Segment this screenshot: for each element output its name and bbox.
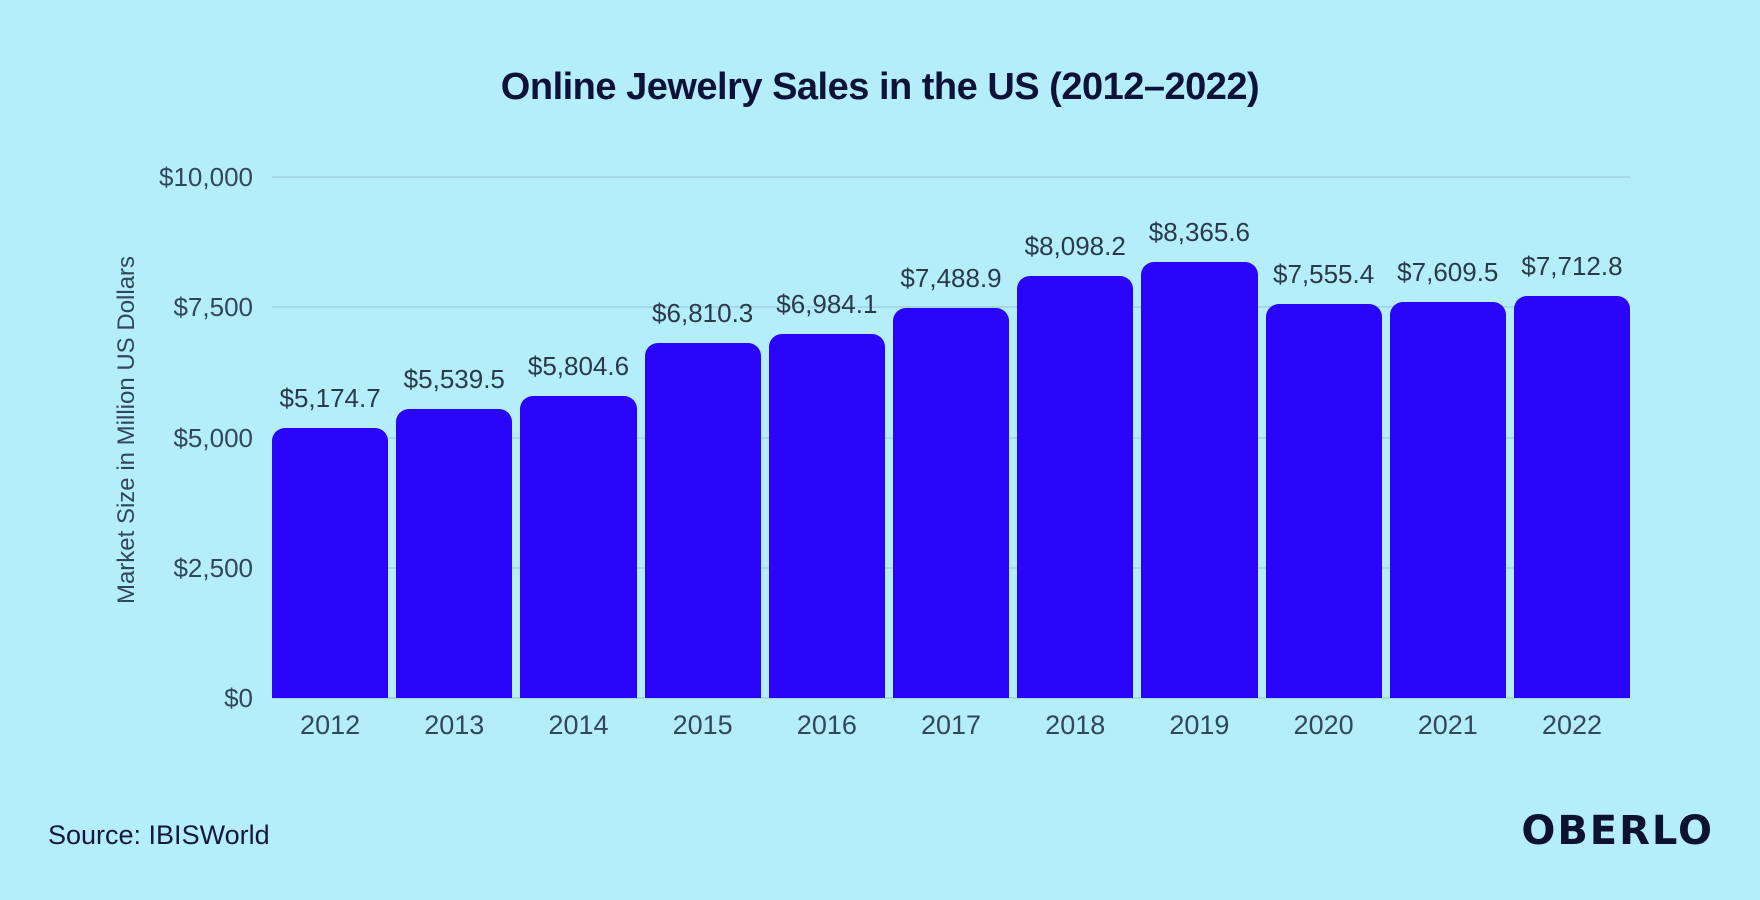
bar-2015 <box>644 343 761 698</box>
bar-value-label: $5,804.6 <box>527 350 630 381</box>
bar-2016 <box>768 334 885 698</box>
bar-slot-2012: $5,174.7 <box>272 177 389 698</box>
bar-slot-2020: $7,555.4 <box>1265 177 1382 698</box>
bar-value-label: $6,810.3 <box>652 298 754 329</box>
x-axis-label: 2020 <box>1293 710 1354 740</box>
bar-value-label: $6,984.1 <box>776 289 878 320</box>
bar-slot-2017: $7,488.9 <box>892 177 1010 698</box>
bar-2018 <box>1017 276 1134 698</box>
x-axis-label: 2017 <box>920 710 982 740</box>
bar-value-label: $7,488.9 <box>900 262 1002 293</box>
bar-2012 <box>272 428 389 698</box>
bar-value-label: $7,609.5 <box>1397 256 1499 287</box>
x-axis-label: 2015 <box>672 710 733 740</box>
y-axis-tick-labels: $0 $2,500 $5,000 $7,500 $10,000 <box>0 164 253 711</box>
bar-value-label: $7,555.4 <box>1272 259 1375 290</box>
bar-slot-2021: $7,609.5 <box>1389 177 1506 698</box>
source-credit: Source: IBISWorld <box>48 820 270 850</box>
bar-slot-2016: $6,984.1 <box>768 177 885 698</box>
bar-value-label: $8,098.2 <box>1024 231 1126 262</box>
bar-value-label: $8,365.6 <box>1148 217 1251 248</box>
x-axis-label: 2012 <box>300 710 361 740</box>
bar-2017 <box>892 307 1010 698</box>
gridline-10000 <box>272 176 1630 178</box>
bar-2014 <box>520 395 637 698</box>
y-tick-label: $2,500 <box>173 552 253 583</box>
bar-value-label: $5,539.5 <box>403 364 505 395</box>
x-axis-label: 2013 <box>424 710 485 740</box>
plot-area: $5,174.7 $5,539.5 $5,804.6 $6,810.3 $6,984.1… <box>272 176 1631 699</box>
gridline-0 <box>272 697 1630 699</box>
x-axis-label: 2014 <box>548 710 609 740</box>
y-tick-label: $0 <box>224 683 253 713</box>
bar-value-label: $5,174.7 <box>279 383 381 414</box>
bar-series: $5,174.7 $5,539.5 $5,804.6 $6,810.3 $6,984.1… <box>272 177 1631 698</box>
bar-2013 <box>396 409 513 698</box>
bar-slot-2013: $5,539.5 <box>396 177 513 698</box>
bar-slot-2015: $6,810.3 <box>644 177 761 698</box>
x-axis-labels: 2012 2013 2014 2015 2016 2017 2018 2019 2020 2021… <box>272 710 1630 741</box>
y-tick-label: $7,500 <box>173 292 253 323</box>
bar-value-label: $7,712.8 <box>1521 251 1623 282</box>
x-axis-label: 2019 <box>1169 710 1230 740</box>
x-axis-label: 2022 <box>1541 710 1602 740</box>
oberlo-logo: OBERLO <box>1521 808 1714 854</box>
x-axis-label: 2021 <box>1417 710 1478 740</box>
y-tick-label: $5,000 <box>173 422 253 453</box>
bar-2020 <box>1265 304 1382 698</box>
bar-slot-2018: $8,098.2 <box>1017 177 1134 698</box>
x-axis-label: 2016 <box>796 710 857 740</box>
bar-slot-2014: $5,804.6 <box>520 177 637 698</box>
bar-slot-2022: $7,712.8 <box>1513 177 1631 698</box>
x-axis-label: 2018 <box>1045 710 1106 740</box>
chart-title: Online Jewelry Sales in the US (2012–202… <box>500 66 1260 108</box>
bar-slot-2019: $8,365.6 <box>1141 177 1258 698</box>
y-tick-label: $10,000 <box>159 162 253 192</box>
bar-2022 <box>1513 296 1631 698</box>
gridline-7500 <box>272 306 1630 309</box>
bar-2021 <box>1389 301 1506 698</box>
bar-2019 <box>1141 262 1258 698</box>
